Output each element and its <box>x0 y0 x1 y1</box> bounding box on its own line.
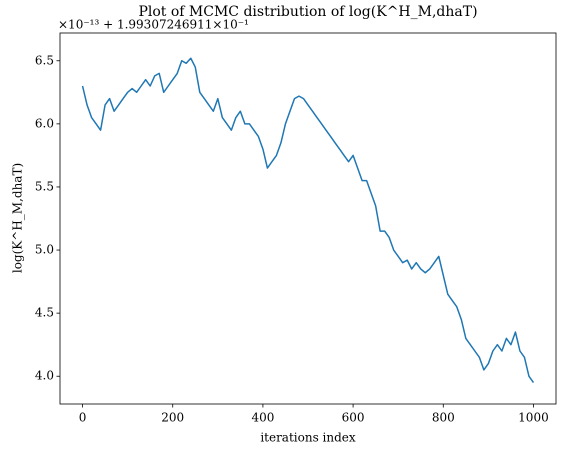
x-tick-label: 200 <box>161 411 184 425</box>
y-axis-label: log(K^H_M,dhaT) <box>11 163 25 273</box>
x-tick-label: 1000 <box>518 411 549 425</box>
y-tick-label: 4.5 <box>35 306 54 320</box>
chart-title: Plot of MCMC distribution of log(K^H_M,d… <box>138 4 477 20</box>
x-tick-label: 600 <box>342 411 365 425</box>
x-axis-label: iterations index <box>260 431 356 445</box>
axes-frame <box>59 32 557 405</box>
offset-text: ×10⁻¹³ + 1.99307246911×10⁻¹ <box>58 18 249 32</box>
y-tick-label: 6.0 <box>35 116 54 130</box>
x-tick-label: 800 <box>432 411 455 425</box>
y-tick-label: 4.0 <box>35 369 54 383</box>
x-tick-label: 400 <box>251 411 274 425</box>
y-tick-label: 5.5 <box>35 179 54 193</box>
y-tick-label: 5.0 <box>35 243 54 257</box>
data-line <box>81 57 535 383</box>
y-tick-label: 6.5 <box>35 53 54 67</box>
x-tick-label: 0 <box>79 411 87 425</box>
